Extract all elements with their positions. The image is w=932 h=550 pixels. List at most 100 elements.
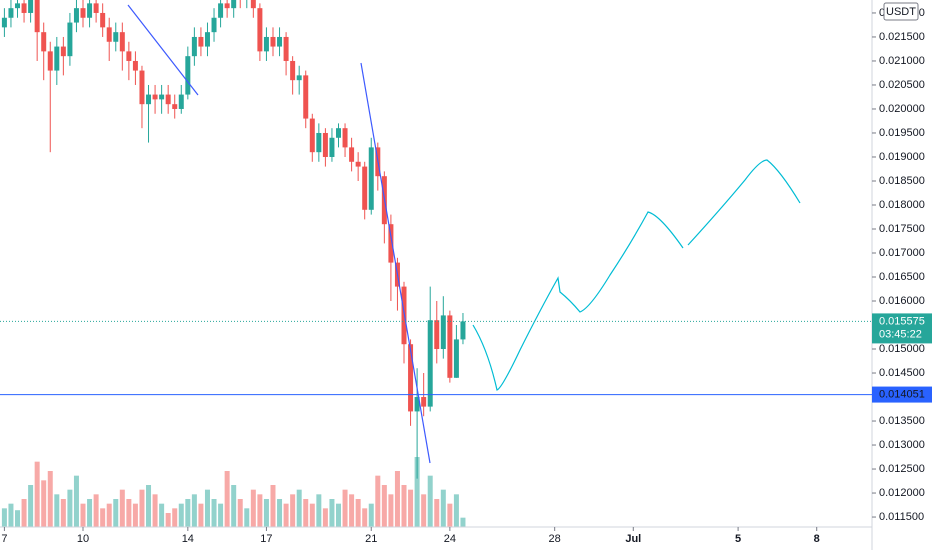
candle-body — [290, 60, 296, 81]
volume-bar — [290, 494, 296, 527]
candle-body — [73, 8, 79, 23]
volume-bar — [224, 471, 230, 527]
volume-bar — [152, 494, 158, 527]
volume-bar — [34, 461, 40, 527]
trend-line — [360, 62, 431, 464]
volume-bar — [132, 503, 138, 527]
volume-bar — [401, 485, 407, 527]
candle-body — [1, 17, 7, 28]
volume-bar — [15, 510, 21, 527]
candle-body — [87, 3, 93, 18]
volume-bar — [335, 503, 341, 527]
volume-bar — [21, 499, 27, 527]
candle-body — [113, 32, 119, 42]
x-tick-label: 10 — [77, 533, 89, 545]
volume-bar — [119, 489, 125, 527]
candle-body — [8, 8, 14, 18]
volume-bar — [296, 489, 302, 527]
candle-body — [309, 118, 315, 153]
volume-bar — [67, 489, 73, 527]
y-tick-label: 0.017500 — [879, 223, 925, 235]
candle-body — [421, 397, 427, 407]
x-tick-label: 14 — [182, 533, 194, 545]
volume-bar — [250, 489, 256, 527]
volume-bar — [87, 499, 93, 527]
projection-drawing — [687, 159, 801, 246]
candle-body — [427, 320, 433, 407]
volume-bar — [237, 499, 243, 527]
volume-bar — [165, 513, 171, 527]
candle-body — [191, 36, 197, 57]
candle-body — [460, 321, 466, 340]
volume-bar — [41, 480, 47, 527]
volume-bar — [191, 494, 197, 527]
candle-body — [263, 36, 269, 52]
currency-box — [883, 2, 919, 21]
candle-body — [21, 3, 27, 13]
candle-body — [322, 132, 328, 157]
y-tick-label: 0.019000 — [879, 151, 925, 163]
volume-bar — [421, 494, 427, 527]
projection-drawing — [472, 211, 684, 391]
candle-body — [165, 94, 171, 105]
candle-body — [231, 0, 237, 9]
volume-bar — [93, 494, 99, 527]
volume-bar — [447, 503, 453, 527]
volume-bar — [159, 503, 165, 527]
y-tick-label: 0.011500 — [879, 511, 924, 523]
candle-body — [41, 32, 47, 52]
x-tick-label: 8 — [814, 533, 820, 545]
candle-body — [28, 0, 34, 13]
horizontal-line-label-box — [872, 386, 932, 403]
volume-bar — [231, 485, 237, 527]
candle-body — [447, 315, 453, 378]
volume-bar — [414, 457, 420, 527]
candle-body — [60, 46, 66, 57]
candle-body — [204, 32, 210, 47]
volume-bar — [375, 475, 381, 527]
candle-body — [172, 104, 178, 109]
volume-bar — [329, 499, 335, 527]
volume-bar — [434, 499, 440, 527]
volume-bar — [368, 503, 374, 527]
x-tick-label: 24 — [444, 533, 456, 545]
volume-bar — [355, 499, 361, 527]
candle-body — [270, 36, 276, 47]
candle-body — [34, 0, 40, 33]
trend-line — [127, 4, 199, 96]
candle-body — [185, 56, 191, 95]
volume-bar — [218, 503, 224, 527]
candle-body — [47, 51, 53, 71]
volume-layer — [1, 457, 466, 527]
candle-body — [440, 315, 446, 350]
volume-bar — [362, 508, 368, 527]
volume-bar — [283, 503, 289, 527]
volume-bar — [460, 517, 466, 527]
volume-bar — [388, 494, 394, 527]
candle-body — [224, 3, 230, 9]
volume-bar — [440, 489, 446, 527]
candle-body — [146, 94, 152, 105]
currency-label: USDT — [886, 6, 916, 18]
volume-bar — [322, 508, 328, 527]
y-tick-label: 0.014500 — [879, 367, 925, 379]
volume-bar — [1, 508, 7, 527]
volume-bar — [270, 485, 276, 527]
candle-body — [139, 70, 145, 105]
candle-body — [67, 22, 73, 57]
y-tick-label: 0.015000 — [879, 343, 925, 355]
candle-body — [362, 166, 368, 210]
candle-body — [198, 36, 204, 47]
volume-bar — [54, 494, 60, 527]
candle-body — [106, 27, 112, 42]
candle-body — [119, 32, 125, 52]
candle-body — [250, 0, 256, 9]
volume-bar — [106, 503, 112, 527]
volume-bar — [8, 503, 14, 527]
candle-body — [388, 224, 394, 263]
volume-bar — [244, 508, 250, 527]
volume-bar — [126, 499, 132, 527]
candle-body — [316, 132, 322, 153]
